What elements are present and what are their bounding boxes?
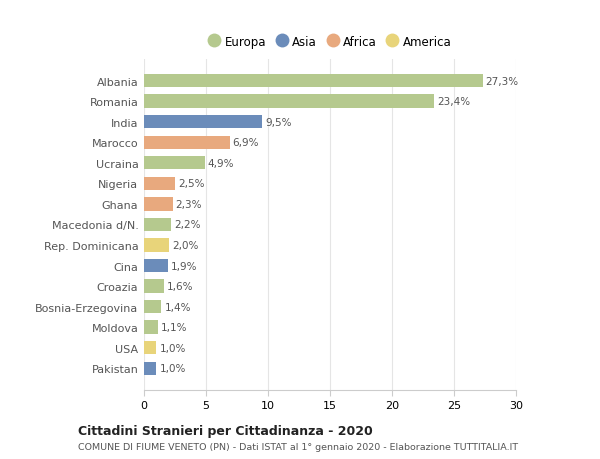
Legend: Europa, Asia, Africa, America: Europa, Asia, Africa, America — [205, 33, 455, 52]
Text: 6,9%: 6,9% — [233, 138, 259, 148]
Bar — [144, 116, 262, 129]
Text: 1,0%: 1,0% — [160, 343, 186, 353]
Text: 2,2%: 2,2% — [175, 220, 201, 230]
Text: 1,6%: 1,6% — [167, 281, 193, 291]
Bar — [144, 198, 173, 211]
Text: 1,4%: 1,4% — [164, 302, 191, 312]
Text: 23,4%: 23,4% — [437, 97, 470, 107]
Text: COMUNE DI FIUME VENETO (PN) - Dati ISTAT al 1° gennaio 2020 - Elaborazione TUTTI: COMUNE DI FIUME VENETO (PN) - Dati ISTAT… — [78, 442, 518, 451]
Bar — [144, 75, 482, 88]
Bar — [144, 280, 164, 293]
Bar — [144, 239, 169, 252]
Bar — [144, 177, 175, 190]
Text: 2,5%: 2,5% — [178, 179, 205, 189]
Text: 1,1%: 1,1% — [161, 323, 187, 332]
Text: 1,0%: 1,0% — [160, 364, 186, 374]
Text: 2,0%: 2,0% — [172, 241, 198, 251]
Text: 2,3%: 2,3% — [176, 199, 202, 209]
Bar — [144, 95, 434, 108]
Bar — [144, 259, 167, 273]
Text: 9,5%: 9,5% — [265, 118, 292, 127]
Bar — [144, 157, 205, 170]
Bar — [144, 341, 157, 355]
Bar — [144, 136, 230, 150]
Text: 1,9%: 1,9% — [170, 261, 197, 271]
Text: 27,3%: 27,3% — [485, 76, 519, 86]
Text: Cittadini Stranieri per Cittadinanza - 2020: Cittadini Stranieri per Cittadinanza - 2… — [78, 425, 373, 437]
Bar — [144, 218, 171, 232]
Bar — [144, 321, 158, 334]
Bar — [144, 300, 161, 313]
Bar — [144, 362, 157, 375]
Text: 4,9%: 4,9% — [208, 158, 235, 168]
